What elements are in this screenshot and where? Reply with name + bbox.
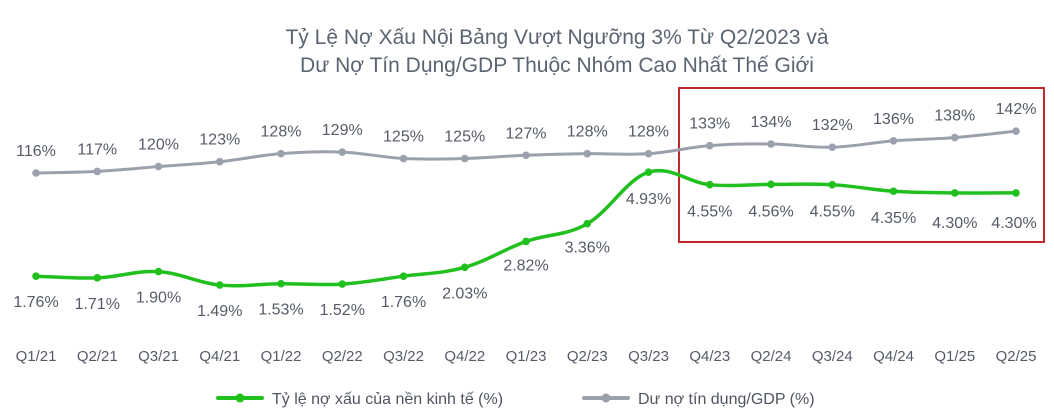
data-label-s1-1: 117% <box>77 141 117 158</box>
data-label-s1-13: 132% <box>812 117 853 134</box>
data-point-s1-2 <box>154 162 163 171</box>
data-label-s1-9: 128% <box>567 124 608 141</box>
data-label-s0-14: 4.35% <box>871 210 916 227</box>
legend-marker-npl <box>235 393 245 403</box>
data-label-s1-2: 120% <box>138 137 179 154</box>
data-label-s0-12: 4.56% <box>748 203 793 220</box>
data-point-s1-14 <box>889 137 898 145</box>
data-label-s0-0: 1.76% <box>13 294 58 311</box>
data-point-s0-10 <box>644 168 653 177</box>
x-tick-label-5: Q2/22 <box>322 348 363 365</box>
data-point-s0-12 <box>767 180 775 189</box>
x-tick-label-15: Q1/25 <box>934 348 975 365</box>
x-tick-label-3: Q4/21 <box>199 348 240 365</box>
data-point-s0-5 <box>338 280 347 288</box>
data-label-s0-6: 1.76% <box>381 294 426 311</box>
x-tick-label-4: Q1/22 <box>261 348 302 365</box>
data-label-s1-6: 125% <box>383 129 424 146</box>
data-point-s0-9 <box>583 219 592 228</box>
data-point-s1-13 <box>828 143 837 152</box>
data-point-s1-9 <box>583 149 592 158</box>
data-label-s1-14: 136% <box>873 111 914 128</box>
data-point-s1-8 <box>522 151 530 160</box>
data-label-s0-7: 2.03% <box>442 285 487 302</box>
x-tick-label-6: Q3/22 <box>383 348 424 365</box>
data-label-s1-10: 128% <box>628 124 669 141</box>
x-tick-label-14: Q4/24 <box>873 348 914 365</box>
legend-label-credit-gdp: Dư nợ tín dụng/GDP (%) <box>638 391 815 408</box>
data-label-s1-15: 138% <box>934 108 975 125</box>
data-label-s0-3: 1.49% <box>197 303 242 320</box>
x-axis-ticks: Q1/21 Q2/21 Q3/21 Q4/21 Q1/22 Q2/22 Q3/22 Q4/22… <box>16 348 1037 365</box>
data-label-s0-8: 2.82% <box>503 257 548 274</box>
series-layer: 1.76% 1.71% 1.90% 1.49% 1.53% 1.52% 1.76% 2.03%… <box>13 101 1036 320</box>
legend-label-npl: Tỷ lệ nợ xấu của nền kinh tế (%) <box>272 391 503 408</box>
data-point-s1-7 <box>460 154 469 163</box>
data-label-s0-4: 1.53% <box>258 302 303 319</box>
data-point-s0-15 <box>950 189 959 197</box>
data-point-s1-0 <box>32 169 40 177</box>
legend-marker-credit-gdp <box>601 393 611 403</box>
data-label-s0-15: 4.30% <box>932 215 977 232</box>
data-point-s0-16 <box>1012 189 1020 197</box>
data-point-s1-4 <box>277 149 285 158</box>
x-tick-label-12: Q2/24 <box>751 348 792 365</box>
data-point-s0-2 <box>154 267 163 276</box>
data-label-s1-16: 142% <box>996 101 1037 118</box>
data-label-s0-2: 1.90% <box>136 290 181 307</box>
data-label-s1-8: 127% <box>506 125 547 142</box>
data-label-s1-4: 128% <box>261 124 302 141</box>
data-label-s1-5: 129% <box>322 122 363 139</box>
data-label-s0-9: 3.36% <box>565 240 610 257</box>
data-label-s0-1: 1.71% <box>75 296 120 313</box>
data-point-s1-10 <box>644 149 653 158</box>
data-point-s1-15 <box>950 133 959 142</box>
data-label-s0-10: 4.93% <box>626 191 671 208</box>
data-point-s0-14 <box>889 187 898 196</box>
data-label-s0-13: 4.55% <box>810 204 855 221</box>
x-tick-label-10: Q3/23 <box>628 348 669 365</box>
chart-title-line-2: Dư Nợ Tín Dụng/GDP Thuộc Nhóm Cao Nhất T… <box>300 54 814 77</box>
chart-title-line-1: Tỷ Lệ Nợ Xấu Nội Bảng Vượt Ngưỡng 3% Từ … <box>285 26 828 49</box>
x-tick-label-16: Q2/25 <box>996 348 1037 365</box>
data-point-s1-6 <box>399 154 408 163</box>
highlight-box <box>678 87 1045 243</box>
data-point-s0-6 <box>399 272 408 281</box>
x-tick-label-7: Q4/22 <box>444 348 485 365</box>
legend: Tỷ lệ nợ xấu của nền kinh tế (%) Dư nợ t… <box>216 391 815 408</box>
x-tick-label-13: Q3/24 <box>812 348 853 365</box>
x-tick-label-9: Q2/23 <box>567 348 608 365</box>
x-tick-label-8: Q1/23 <box>506 348 547 365</box>
data-point-s1-12 <box>767 140 775 148</box>
data-point-s1-3 <box>215 157 224 166</box>
data-label-s1-0: 116% <box>16 143 56 160</box>
data-label-s1-11: 133% <box>689 116 730 133</box>
x-tick-label-0: Q1/21 <box>16 348 57 365</box>
data-label-s1-12: 134% <box>751 114 792 131</box>
data-label-s0-16: 4.30% <box>991 215 1036 232</box>
data-point-s0-0 <box>32 272 40 281</box>
data-point-s0-11 <box>705 180 714 189</box>
data-point-s0-1 <box>93 274 102 282</box>
data-label-s0-11: 4.55% <box>687 204 732 221</box>
data-point-s1-5 <box>338 148 347 156</box>
data-point-s0-4 <box>277 279 285 288</box>
data-point-s1-1 <box>93 167 102 176</box>
data-point-s0-13 <box>828 180 837 189</box>
data-label-s1-7: 125% <box>444 129 485 146</box>
x-tick-label-1: Q2/21 <box>77 348 118 365</box>
data-point-s1-11 <box>705 141 714 150</box>
data-label-s1-3: 123% <box>199 132 240 149</box>
x-tick-label-2: Q3/21 <box>138 348 179 365</box>
x-tick-label-11: Q4/23 <box>689 348 730 365</box>
data-point-s0-3 <box>215 281 224 289</box>
data-point-s0-8 <box>522 237 530 246</box>
data-point-s1-16 <box>1012 127 1020 135</box>
data-label-s0-5: 1.52% <box>320 302 365 319</box>
data-point-s0-7 <box>460 263 469 272</box>
